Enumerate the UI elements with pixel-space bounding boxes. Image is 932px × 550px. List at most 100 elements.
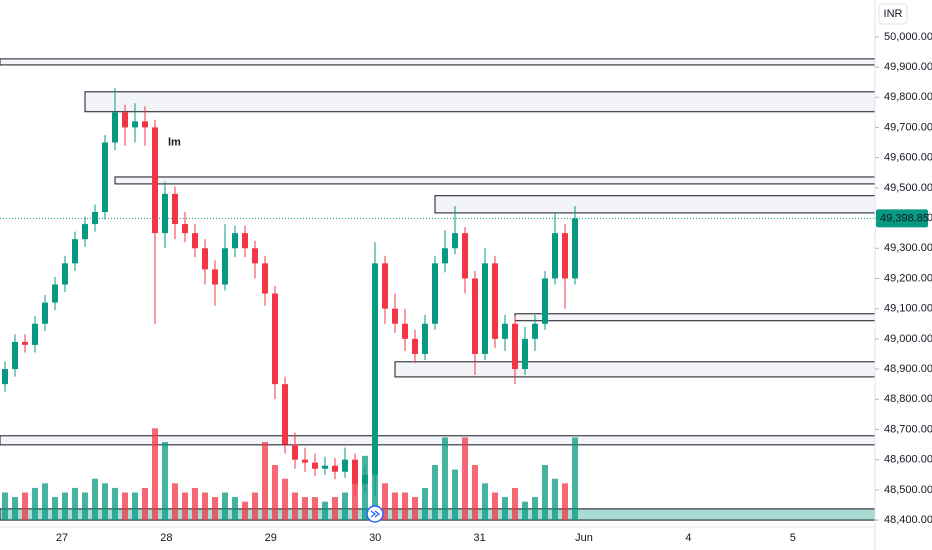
candle-body: [432, 263, 438, 324]
volume-bar: [522, 501, 528, 520]
y-tick-label: 49,700.00: [884, 121, 932, 133]
y-tick-label: 49,100.00: [884, 303, 932, 315]
volume-bar: [132, 492, 138, 520]
candle-body: [422, 323, 428, 354]
candle-body: [312, 462, 318, 469]
x-tick-label: 5: [790, 532, 796, 544]
zone: [394, 361, 876, 378]
candle-body: [82, 224, 88, 240]
candle-body: [522, 338, 528, 370]
zone: [84, 91, 876, 113]
candle-body: [22, 341, 28, 345]
candle-body: [172, 193, 178, 225]
candle-body: [572, 218, 578, 279]
volume-bar: [482, 483, 488, 520]
volume-bar: [102, 483, 108, 520]
y-tick-label: 48,900.00: [884, 363, 932, 375]
volume-bar: [142, 487, 148, 520]
volume-bar: [242, 501, 248, 520]
candle-body: [252, 248, 258, 264]
currency: INR: [884, 8, 903, 20]
candle-body: [292, 444, 298, 460]
candle-body: [282, 384, 288, 445]
volume-bar: [222, 492, 228, 520]
candle-body: [412, 338, 418, 354]
volume-bar: [472, 465, 478, 520]
candle-body: [342, 459, 348, 472]
volume-bar: [272, 465, 278, 520]
candle-body: [182, 224, 188, 234]
volume-bar: [2, 492, 8, 520]
y-tick-label: 49,600.00: [884, 152, 932, 164]
zone: [0, 435, 876, 446]
volume-bar: [312, 497, 318, 520]
volume-bar: [262, 442, 268, 520]
volume-bar: [382, 483, 388, 520]
candle-body: [402, 323, 408, 339]
candle-body: [352, 459, 358, 484]
volume-bar: [172, 483, 178, 520]
volume-bar: [82, 492, 88, 520]
candle-body: [12, 341, 18, 370]
volume-bar: [282, 478, 288, 520]
x-axis: 27 28 29 30 31 Jun 4 5: [56, 532, 796, 544]
x-tick-label: 29: [265, 532, 277, 544]
candle-body: [192, 233, 198, 249]
y-tick-label: 49,800.00: [884, 91, 932, 103]
x-tick-label: 4: [685, 532, 691, 544]
candle-body: [482, 263, 488, 354]
volume-bar: [542, 465, 548, 520]
volume-bar: [322, 501, 328, 520]
replay-arrows: [370, 510, 381, 518]
candle-body: [382, 263, 388, 309]
candle-body: [442, 248, 448, 264]
volume-bar: [162, 442, 168, 520]
replay-icon[interactable]: [366, 505, 384, 523]
volume-bar: [92, 478, 98, 520]
volume-bar: [452, 469, 458, 520]
volume-bar: [52, 497, 58, 520]
zone: [0, 58, 876, 66]
candle-body: [392, 308, 398, 324]
candle-body: [212, 269, 218, 285]
volume-bar: [212, 497, 218, 520]
last-price-badge: [876, 209, 928, 228]
volume-bar: [502, 497, 508, 520]
candle-body: [452, 233, 458, 249]
candle-body: [222, 248, 228, 285]
zone: [514, 313, 876, 322]
y-tick-label: 49,000.00: [884, 333, 932, 345]
volume-bar: [252, 492, 258, 520]
volume-bar: [72, 487, 78, 520]
y-tick-label: 48,600.00: [884, 454, 932, 466]
candle-body: [502, 323, 508, 339]
volume-bar: [32, 487, 38, 520]
volume-bar: [12, 497, 18, 520]
currency-box[interactable]: [878, 3, 908, 25]
candle-body: [202, 248, 208, 270]
volume-bar: [512, 487, 518, 520]
volume-bar: [392, 492, 398, 520]
volume-pane: [2, 410, 578, 520]
volume-bar: [462, 437, 468, 520]
volume-bar: [182, 492, 188, 520]
volume-bar: [432, 465, 438, 520]
candle-body: [492, 263, 498, 339]
x-tick-label: 30: [369, 532, 381, 544]
y-tick-label: 48,800.00: [884, 393, 932, 405]
zone: [114, 176, 876, 185]
candle-body: [532, 323, 538, 339]
y-tick-label: 49,300.00: [884, 242, 932, 254]
candle-body: [122, 112, 128, 128]
candle-body: [62, 263, 68, 285]
volume-bar: [192, 487, 198, 520]
y-tick-label: 48,700.00: [884, 423, 932, 435]
volume-bar: [112, 487, 118, 520]
x-tick-label: 31: [473, 532, 485, 544]
volume-bar: [422, 487, 428, 520]
candle-body: [372, 263, 378, 475]
candle-body: [362, 474, 368, 484]
y-tick-label: 49,200.00: [884, 272, 932, 284]
